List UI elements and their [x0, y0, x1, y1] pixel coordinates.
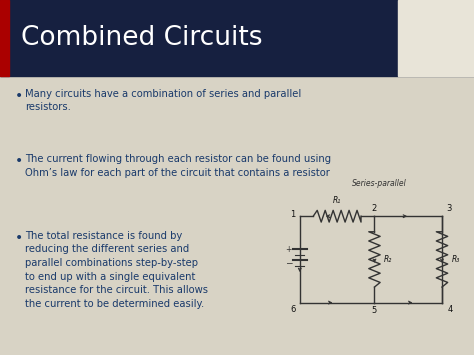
Text: 2: 2	[372, 204, 377, 213]
Text: R₃: R₃	[452, 255, 460, 264]
Text: 3: 3	[447, 204, 452, 213]
Text: •: •	[15, 154, 23, 168]
Text: 5: 5	[372, 306, 377, 315]
Text: Combined Circuits: Combined Circuits	[21, 25, 263, 51]
Text: The current flowing through each resistor can be found using
Ohm’s law for each : The current flowing through each resisto…	[25, 154, 331, 178]
Text: R₂: R₂	[384, 255, 392, 264]
Text: −: −	[285, 258, 292, 268]
Text: •: •	[15, 89, 23, 103]
Bar	[398, 0, 474, 76]
Text: The total resistance is found by
reducing the different series and
parallel comb: The total resistance is found by reducin…	[25, 231, 208, 309]
Bar	[0, 0, 474, 76]
Text: Many circuits have a combination of series and parallel
resistors.: Many circuits have a combination of seri…	[25, 89, 301, 112]
Text: 6: 6	[290, 305, 295, 315]
Text: Series-parallel: Series-parallel	[352, 179, 407, 188]
Text: R₁: R₁	[333, 196, 341, 205]
Text: •: •	[15, 231, 23, 245]
Text: +: +	[286, 245, 292, 254]
Text: 1: 1	[290, 210, 295, 219]
Text: 4: 4	[447, 305, 453, 315]
Bar	[0, 0, 9, 76]
